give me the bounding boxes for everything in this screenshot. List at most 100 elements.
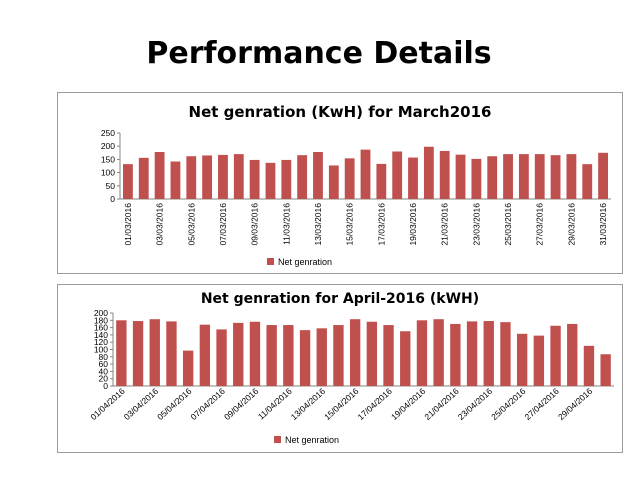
bar — [154, 152, 165, 199]
x-tick-label: 25/04/2016 — [489, 386, 528, 422]
bar — [149, 319, 160, 386]
x-tick-label: 13/03/2016 — [313, 203, 323, 246]
bar — [450, 323, 461, 386]
bar — [166, 321, 177, 386]
x-tick-label: 15/04/2016 — [322, 386, 361, 422]
y-tick-label: 100 — [94, 345, 108, 355]
x-tick-label: 07/04/2016 — [189, 386, 228, 422]
x-tick-label: 11/03/2016 — [281, 203, 291, 245]
bar — [249, 321, 261, 386]
y-tick-label: 250 — [101, 128, 115, 138]
bar — [249, 159, 260, 199]
bar — [598, 152, 608, 199]
bar — [138, 157, 149, 199]
bar — [360, 149, 371, 199]
page-title: Performance Details — [146, 36, 492, 71]
bar — [433, 319, 444, 386]
x-tick-label: 01/04/2016 — [88, 386, 127, 422]
bar — [202, 155, 213, 199]
bar — [392, 151, 403, 199]
bar — [266, 325, 277, 386]
y-tick-label: 150 — [101, 154, 115, 164]
bar — [376, 163, 387, 199]
y-tick-label: 200 — [101, 141, 115, 151]
legend-label: Net genration — [285, 435, 339, 445]
x-tick-label: 23/04/2016 — [456, 386, 495, 422]
bar — [233, 322, 244, 386]
bar — [600, 354, 611, 386]
april-chart: Net genration for April-2016 (kWH) 0 20 40 6… — [57, 284, 623, 453]
bar — [316, 328, 327, 386]
x-tick-label: 07/03/2016 — [218, 203, 228, 246]
x-tick-label: 17/04/2016 — [356, 386, 395, 422]
x-tick-label: 03/04/2016 — [122, 386, 161, 422]
bar — [487, 156, 498, 199]
y-tick-label: 40 — [99, 366, 109, 376]
bar — [313, 152, 323, 199]
x-tick-label: 11/04/2016 — [256, 386, 294, 422]
x-tick-label: 29/04/2016 — [556, 386, 595, 422]
bar — [423, 146, 434, 199]
bar — [344, 158, 355, 199]
bar — [466, 321, 478, 386]
x-tick-label: 31/03/2016 — [598, 203, 608, 246]
bar — [408, 157, 418, 199]
bar — [566, 154, 577, 199]
x-tick-label: 19/03/2016 — [408, 203, 418, 246]
y-tick-label: 120 — [94, 337, 108, 347]
x-tick-label: 15/03/2016 — [345, 203, 355, 246]
bar — [199, 324, 211, 386]
bar — [218, 154, 228, 199]
x-tick-label: 27/04/2016 — [523, 386, 562, 422]
bar — [455, 154, 466, 199]
y-tick-label: 50 — [106, 181, 116, 191]
bar — [416, 320, 428, 386]
bar — [500, 322, 511, 386]
y-tick-label: 60 — [99, 359, 109, 369]
x-tick-label: 25/03/2016 — [503, 203, 513, 246]
x-tick-label: 21/03/2016 — [440, 203, 450, 246]
bar — [366, 321, 378, 386]
bar — [400, 331, 411, 386]
bar — [534, 154, 545, 199]
bar — [328, 165, 339, 199]
x-tick-label: 09/03/2016 — [250, 203, 260, 246]
bar — [518, 154, 529, 199]
bar — [182, 350, 194, 386]
march-chart-svg: Net genration (KwH) for March2016 0 50 100 1… — [101, 103, 611, 267]
bar — [582, 164, 593, 199]
y-tick-label: 80 — [99, 352, 109, 362]
legend-swatch — [267, 258, 274, 265]
y-tick-label: 200 — [94, 308, 108, 318]
bar — [233, 154, 244, 199]
bar — [550, 155, 561, 199]
legend-swatch — [274, 436, 281, 443]
x-tick-label: 17/03/2016 — [376, 203, 386, 246]
bar — [123, 164, 133, 199]
y-tick-label: 20 — [99, 374, 109, 384]
april-chart-svg: Net genration for April-2016 (kWH) 020406… — [88, 291, 614, 445]
y-tick-label: 180 — [94, 315, 108, 325]
y-tick-label: 100 — [101, 168, 115, 178]
x-tick-label: 29/03/2016 — [566, 203, 576, 246]
x-tick-label: 27/03/2016 — [535, 203, 545, 246]
x-tick-label: 09/04/2016 — [222, 386, 261, 422]
bar — [283, 325, 294, 386]
x-tick-label: 23/03/2016 — [471, 203, 481, 246]
bar — [583, 345, 595, 386]
x-tick-label: 03/03/2016 — [155, 203, 165, 246]
bar — [439, 150, 450, 199]
x-tick-label: 05/03/2016 — [186, 203, 196, 246]
bar — [349, 319, 361, 386]
bar — [550, 325, 561, 386]
bar — [503, 154, 513, 199]
bar — [170, 161, 181, 199]
chart-title: Net genration for April-2016 (kWH) — [201, 291, 479, 307]
y-tick-label: 160 — [94, 323, 108, 333]
x-tick-label: 21/04/2016 — [422, 386, 461, 422]
bar — [265, 162, 276, 199]
x-tick-label: 05/04/2016 — [155, 386, 194, 422]
bar — [297, 155, 308, 199]
bar — [281, 159, 292, 199]
bar — [299, 330, 311, 386]
